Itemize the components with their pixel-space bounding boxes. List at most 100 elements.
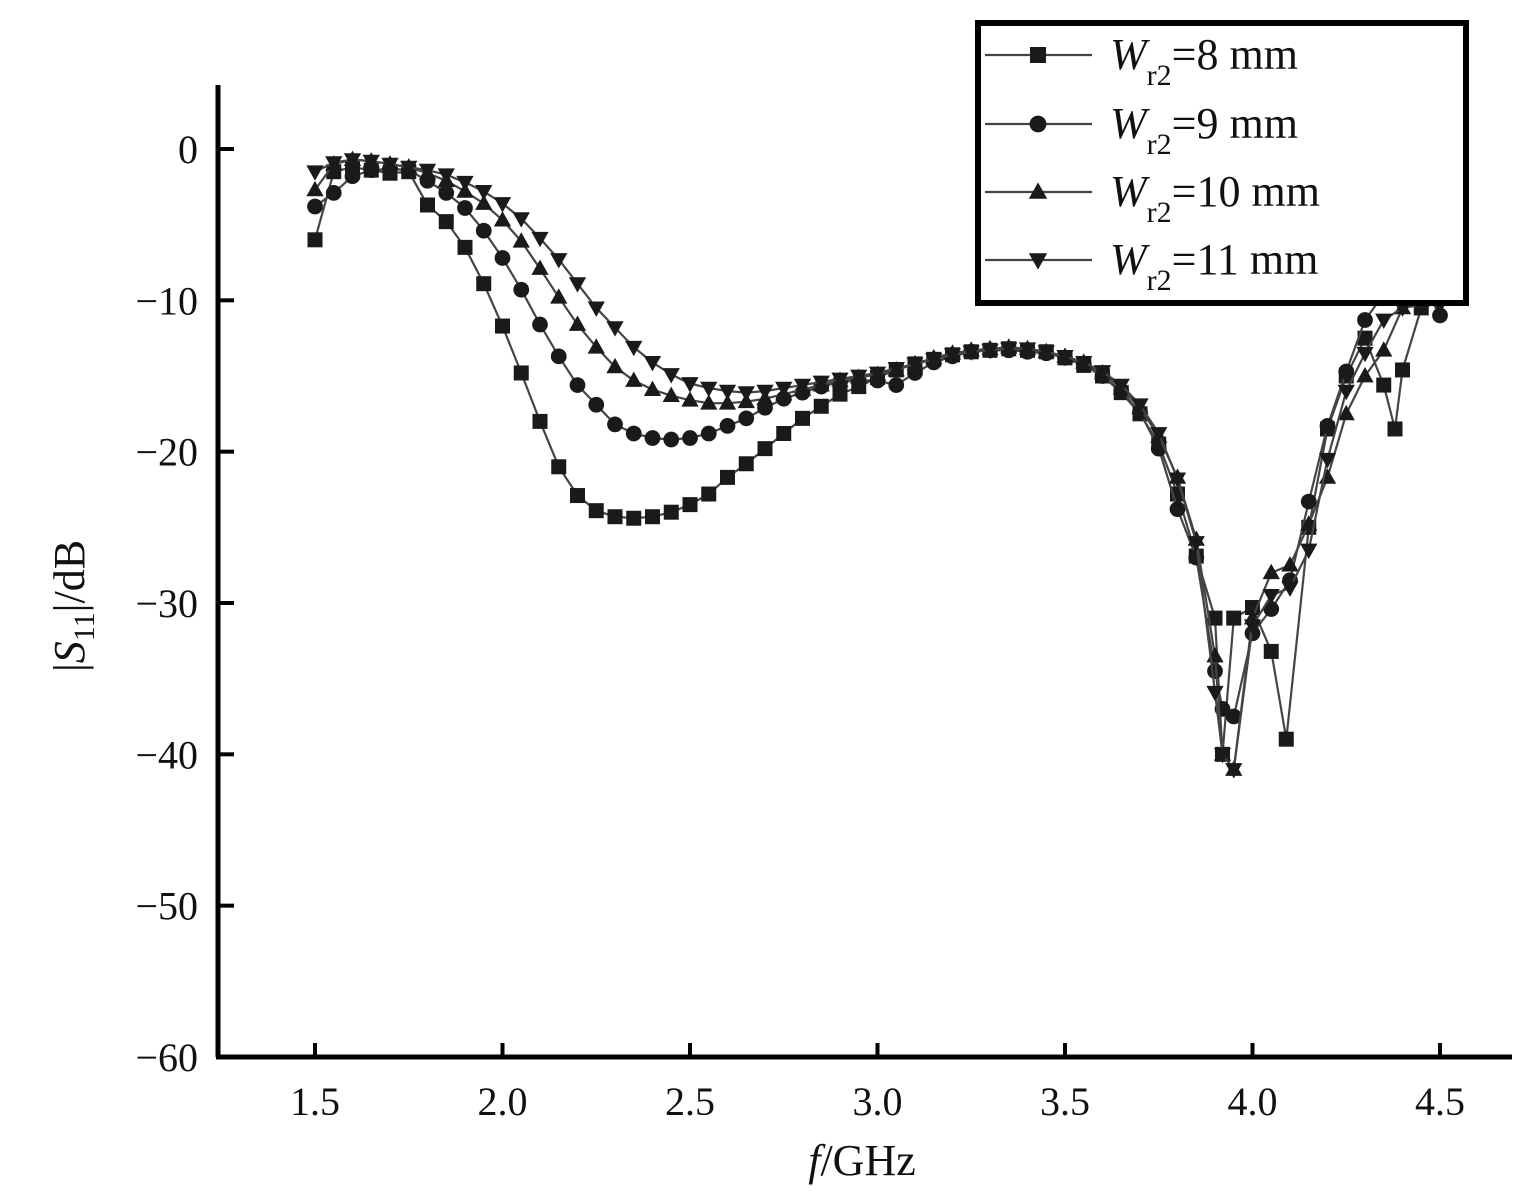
data-point — [682, 497, 698, 513]
data-point — [606, 357, 624, 374]
data-point — [325, 156, 343, 172]
ticks-layer: 1.5 2.0 2.5 3.0 3.5 4.0 4.5 0 −10 −20 −30 −40 −50 −60 — [135, 127, 1465, 1124]
data-point — [1187, 536, 1205, 552]
data-point — [607, 509, 623, 525]
data-point — [307, 198, 323, 215]
data-point — [1075, 356, 1093, 372]
data-point — [718, 384, 737, 401]
data-point — [906, 357, 924, 373]
y-axis-label: |S11|/dB — [45, 540, 101, 672]
data-point — [456, 175, 474, 192]
data-point — [568, 277, 587, 293]
data-point — [1376, 377, 1392, 393]
data-point — [531, 259, 549, 275]
data-point — [888, 377, 905, 393]
data-point — [1300, 493, 1317, 510]
data-point — [1131, 398, 1149, 414]
data-point — [643, 380, 662, 396]
y-axis-label-pre: | — [45, 663, 94, 672]
legend-label-value: =8 mm — [1172, 30, 1298, 79]
data-point — [1318, 452, 1337, 469]
data-point — [606, 321, 624, 337]
data-point — [1281, 581, 1299, 597]
data-point — [644, 430, 661, 446]
data-point — [400, 160, 418, 177]
x-tick-label: 4.0 — [1228, 1079, 1278, 1124]
y-tick-label: −30 — [135, 581, 198, 626]
data-point — [757, 441, 773, 457]
legend-label: Wr2=9 mm — [1110, 99, 1298, 161]
data-point — [512, 212, 530, 228]
data-point — [775, 381, 793, 398]
y-axis-label-sub: 11 — [68, 612, 101, 641]
legend-label: Wr2=8 mm — [1110, 30, 1298, 92]
legend-label-value: =11 mm — [1172, 235, 1319, 284]
data-point — [495, 318, 510, 334]
x-axis-label-unit: /GHz — [820, 1136, 915, 1185]
legend-label-sub: r2 — [1147, 264, 1172, 297]
data-point — [1093, 365, 1112, 381]
data-point — [438, 214, 454, 230]
data-point — [587, 301, 605, 317]
data-point — [700, 425, 717, 442]
data-point — [887, 362, 905, 378]
data-point — [494, 250, 511, 266]
data-point — [1357, 330, 1373, 346]
legend-label: Wr2=11 mm — [1110, 235, 1318, 297]
data-point — [306, 165, 324, 181]
data-point — [1018, 342, 1037, 358]
x-tick-label: 2.5 — [665, 1079, 715, 1124]
legend-label-var: W — [1110, 167, 1150, 216]
series-triangle-down — [306, 153, 1449, 779]
y-tick-label: −50 — [135, 884, 198, 929]
data-point — [475, 222, 492, 239]
data-point — [457, 200, 473, 216]
axes-layer — [215, 85, 1512, 1060]
data-point — [1262, 589, 1280, 605]
data-point — [1387, 421, 1403, 437]
data-point — [1037, 345, 1055, 361]
y-tick-label: −40 — [135, 732, 198, 777]
legend-label-sub: r2 — [1147, 196, 1172, 229]
data-point — [587, 338, 605, 354]
data-point — [1169, 501, 1186, 518]
data-point — [700, 381, 718, 398]
data-point — [1278, 731, 1294, 747]
data-point — [1337, 404, 1355, 421]
data-point — [513, 281, 530, 298]
data-point — [738, 410, 755, 427]
data-point — [681, 377, 699, 393]
series-layer — [306, 150, 1449, 779]
data-point — [381, 157, 399, 174]
data-point — [475, 184, 493, 201]
data-point — [493, 211, 512, 227]
data-point — [1357, 312, 1373, 328]
data-point — [813, 398, 829, 414]
data-point — [795, 410, 810, 426]
legend-label-var: W — [1110, 30, 1150, 79]
data-point — [625, 371, 643, 387]
data-point — [756, 384, 774, 401]
data-point — [1300, 543, 1318, 560]
data-point — [1432, 307, 1448, 324]
data-point — [720, 469, 735, 485]
data-point — [588, 396, 605, 413]
data-point — [475, 194, 493, 210]
x-tick-label: 1.5 — [290, 1079, 340, 1124]
data-point — [570, 488, 585, 504]
x-tick-label: 2.0 — [478, 1079, 528, 1124]
data-point — [532, 413, 548, 429]
data-point — [1112, 378, 1130, 395]
legend-label-value: =9 mm — [1172, 99, 1298, 148]
data-point — [681, 391, 699, 407]
legend-label-sub: r2 — [1147, 128, 1172, 161]
data-point — [344, 168, 361, 185]
y-tick-label: −20 — [135, 430, 198, 475]
data-point — [662, 368, 680, 384]
data-point — [607, 416, 623, 433]
legend-label-value: =10 mm — [1172, 167, 1320, 216]
data-point — [568, 315, 587, 331]
data-point — [1375, 313, 1393, 330]
data-point — [550, 253, 568, 269]
data-point — [943, 348, 962, 364]
